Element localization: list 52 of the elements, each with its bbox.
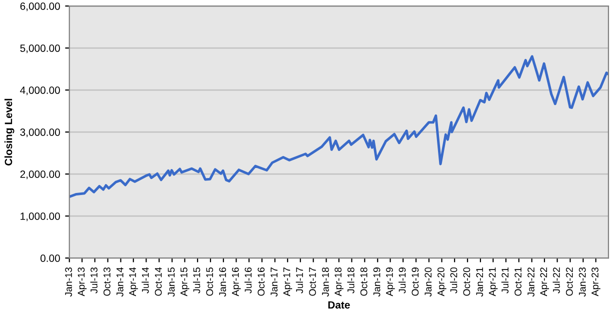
x-tick-label: Oct-22	[566, 268, 573, 296]
x-tick-label: Apr-22	[540, 268, 549, 296]
x-tick-label: Jul-19	[398, 268, 406, 294]
x-tick-label: Jul-16	[244, 267, 252, 294]
x-tick-label: Oct-21	[514, 268, 522, 296]
x-tick-label: Jan-21	[476, 268, 484, 297]
y-tick-label: 0.00	[40, 254, 60, 262]
x-tick-label: Jan-19	[373, 268, 380, 297]
x-axis-title: Date	[328, 301, 350, 309]
x-tick-label: Jan-14	[116, 267, 124, 297]
x-tick-label: Jan-13	[65, 267, 72, 297]
x-tick-label: Oct-20	[463, 267, 470, 296]
x-tick-label: Apr-17	[283, 268, 292, 296]
x-tick-label: Jan-23	[578, 267, 586, 297]
x-tick-label: Apr-19	[386, 268, 395, 296]
x-tick-label: Oct-17	[309, 268, 316, 296]
x-tick-label: Apr-20	[437, 267, 446, 296]
x-tick-label: Oct-15	[206, 267, 214, 296]
y-tick-label: 3,000.00	[20, 128, 60, 138]
x-tick-label: Apr-15	[180, 267, 190, 296]
y-tick-label: 4,000.00	[20, 86, 60, 96]
y-axis-title: Closing Level	[4, 98, 14, 166]
y-tick-label: 6,000.00	[20, 2, 60, 12]
y-tick-label: 5,000.00	[20, 44, 60, 54]
x-tick-label: Oct-14	[154, 267, 162, 296]
y-tick-label: 2,000.00	[20, 170, 60, 180]
x-tick-label: Jan-18	[322, 267, 329, 297]
x-tick-label: Jul-17	[296, 268, 303, 294]
x-tick-label: Jul-13	[90, 267, 98, 294]
x-tick-label: Jul-14	[142, 267, 149, 294]
x-tick-label: Oct-19	[412, 268, 419, 296]
x-tick-label: Oct-18	[360, 267, 368, 296]
x-tick-label: Jan-20	[424, 267, 432, 297]
x-tick-label: Apr-14	[129, 267, 138, 296]
x-tick-label: Jan-16	[219, 267, 226, 297]
x-tick-label: Jan-15	[168, 267, 175, 297]
x-tick-label: Apr-13	[78, 267, 87, 296]
x-tick-label: Oct-16	[258, 267, 265, 296]
x-tick-label: Jul-18	[347, 267, 354, 294]
x-tick-label: Jan-22	[528, 268, 534, 297]
x-tick-label: Apr-21	[488, 268, 498, 296]
x-tick-label: Jul-21	[501, 268, 509, 294]
y-tick-label: 1,000.00	[20, 212, 60, 222]
x-tick-label: Apr-23	[592, 267, 600, 296]
x-tick-label: Oct-13	[104, 267, 110, 296]
x-tick-label: Jul-22	[552, 268, 560, 294]
x-tick-label: Apr-16	[232, 267, 241, 296]
x-tick-label: Jul-15	[193, 267, 200, 294]
x-tick-label: Apr-18	[334, 267, 344, 296]
x-tick-label: Jan-17	[270, 268, 278, 297]
line-series	[69, 55, 608, 198]
x-tick-label: Jul-20	[450, 267, 458, 294]
